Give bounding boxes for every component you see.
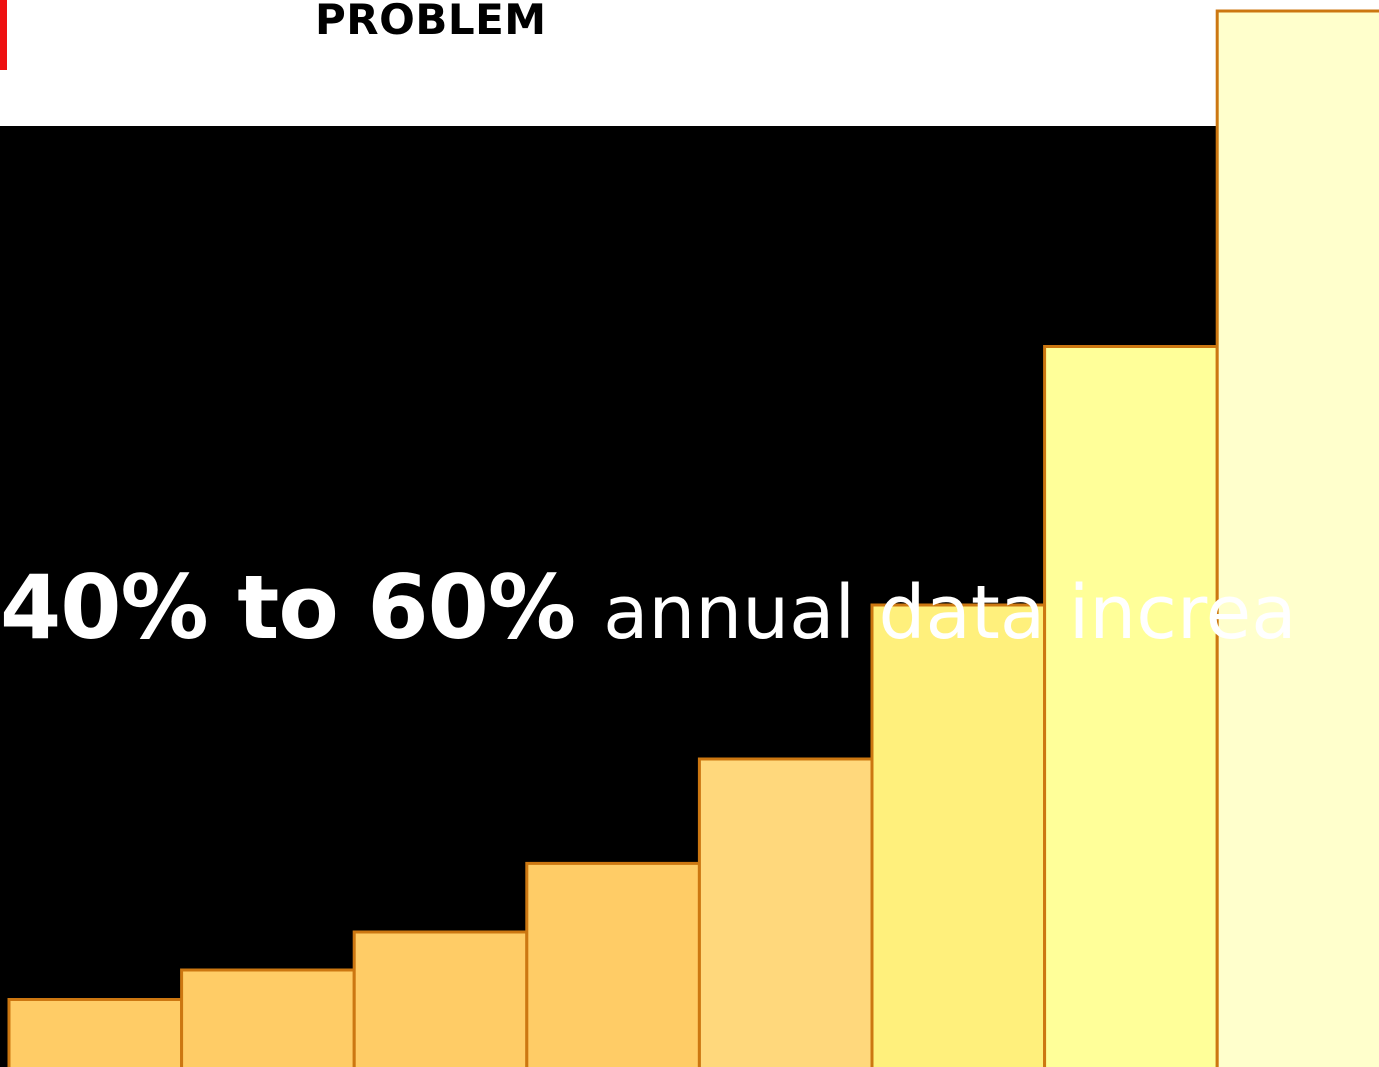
headline-percent-range: 40% to 60%: [0, 556, 576, 659]
title-band: PROBLEM: [0, 0, 1379, 126]
bar-7: [1043, 345, 1219, 1067]
bar-6: [870, 603, 1047, 1067]
bar-5: [697, 757, 874, 1067]
bar-3: [352, 930, 529, 1067]
slide-title: PROBLEM: [315, 0, 547, 44]
headline-description: annual data increa: [603, 570, 1297, 656]
accent-bar: [0, 0, 7, 70]
bar-1: [7, 998, 184, 1067]
bar-4: [525, 861, 701, 1067]
headline: 40% to 60% annual data increa: [0, 556, 1297, 685]
bars-group: [7, 9, 1379, 1067]
bar-2: [180, 968, 356, 1067]
bar-8: [1215, 9, 1379, 1067]
